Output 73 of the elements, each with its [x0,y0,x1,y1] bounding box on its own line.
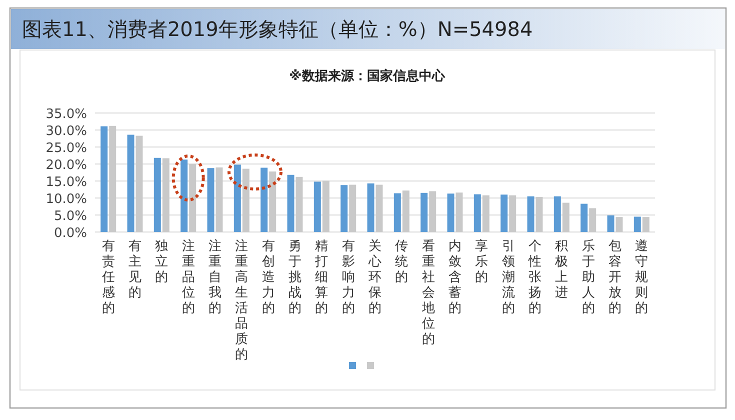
x-tick-label: 有主见的 [128,239,142,300]
bar [127,134,134,232]
bar [394,193,401,232]
x-tick-label: 精打细算的 [314,239,328,316]
x-tick-label: 个性张扬的 [528,239,542,316]
x-tick-label: 有创造力的 [262,239,275,316]
bar [216,167,223,232]
x-tick-label: 遵守规则的 [635,238,648,316]
bar [136,136,143,232]
bar [536,196,543,232]
x-tick-label: 内敛含蓄的 [448,239,462,316]
y-tick-label: 20.0% [46,158,87,173]
bar [349,184,356,232]
bar [509,195,516,232]
bar [482,195,490,232]
y-tick-label: 5.0% [54,209,87,224]
bar [314,182,321,232]
x-tick-label: 享乐的 [475,238,488,285]
x-tick-label: 引领潮流的 [502,239,515,316]
y-tick-label: 35.0% [46,107,87,122]
x-tick-label: 看重社会地位的 [420,239,435,347]
y-tick-label: 15.0% [46,175,87,190]
bar [189,164,196,232]
x-tick-label: 积极上进 [554,239,568,300]
bar [296,176,303,232]
x-tick-label: 有影响力的 [342,239,355,316]
bar [234,164,241,232]
chart-subtitle: ※数据来源：国家信息中心 [289,68,446,84]
x-tick-label: 注重高生活品质的 [235,239,248,362]
bar [207,168,214,232]
x-tick-label: 注重自我的 [208,239,222,316]
bar [589,208,596,232]
bar [456,192,463,232]
bar [402,190,410,232]
bar [634,216,641,232]
bar [322,180,330,232]
x-tick-label: 乐于助人的 [582,239,595,316]
bar [554,196,561,232]
bar [180,160,188,232]
bar [100,126,108,232]
chart-title: 图表11、消费者2019年形象特征（单位：%）N=54984 [22,17,533,41]
y-tick-label: 25.0% [46,141,87,156]
bar [376,184,383,232]
x-tick-label: 关心环保的 [368,239,382,316]
bar [607,215,614,232]
x-tick-label: 勇于挑战的 [288,239,302,316]
bar [642,217,650,232]
y-tick-label: 0.0% [54,226,87,241]
x-tick-label: 注重品位的 [182,239,195,316]
bar [527,196,534,232]
bar [287,174,294,232]
bar [109,126,116,232]
bar [474,194,481,232]
bar [562,202,570,232]
bar [616,217,623,232]
bar [154,158,161,232]
bar [580,204,588,232]
bar [500,194,508,232]
x-tick-label: 包容开放的 [608,239,622,316]
bar [269,171,276,232]
bar [420,192,428,232]
bar [260,168,268,232]
y-tick-label: 10.0% [46,192,87,207]
bar [367,183,374,232]
bar [447,194,454,232]
x-tick-label: 独立的 [155,239,168,285]
x-tick-label: 传统的 [395,239,408,285]
x-tick-label: 有责任感的 [100,239,115,316]
bar [429,191,436,232]
bar [162,158,170,232]
bar [242,168,250,232]
y-tick-label: 30.0% [46,124,87,139]
bar [340,185,348,232]
